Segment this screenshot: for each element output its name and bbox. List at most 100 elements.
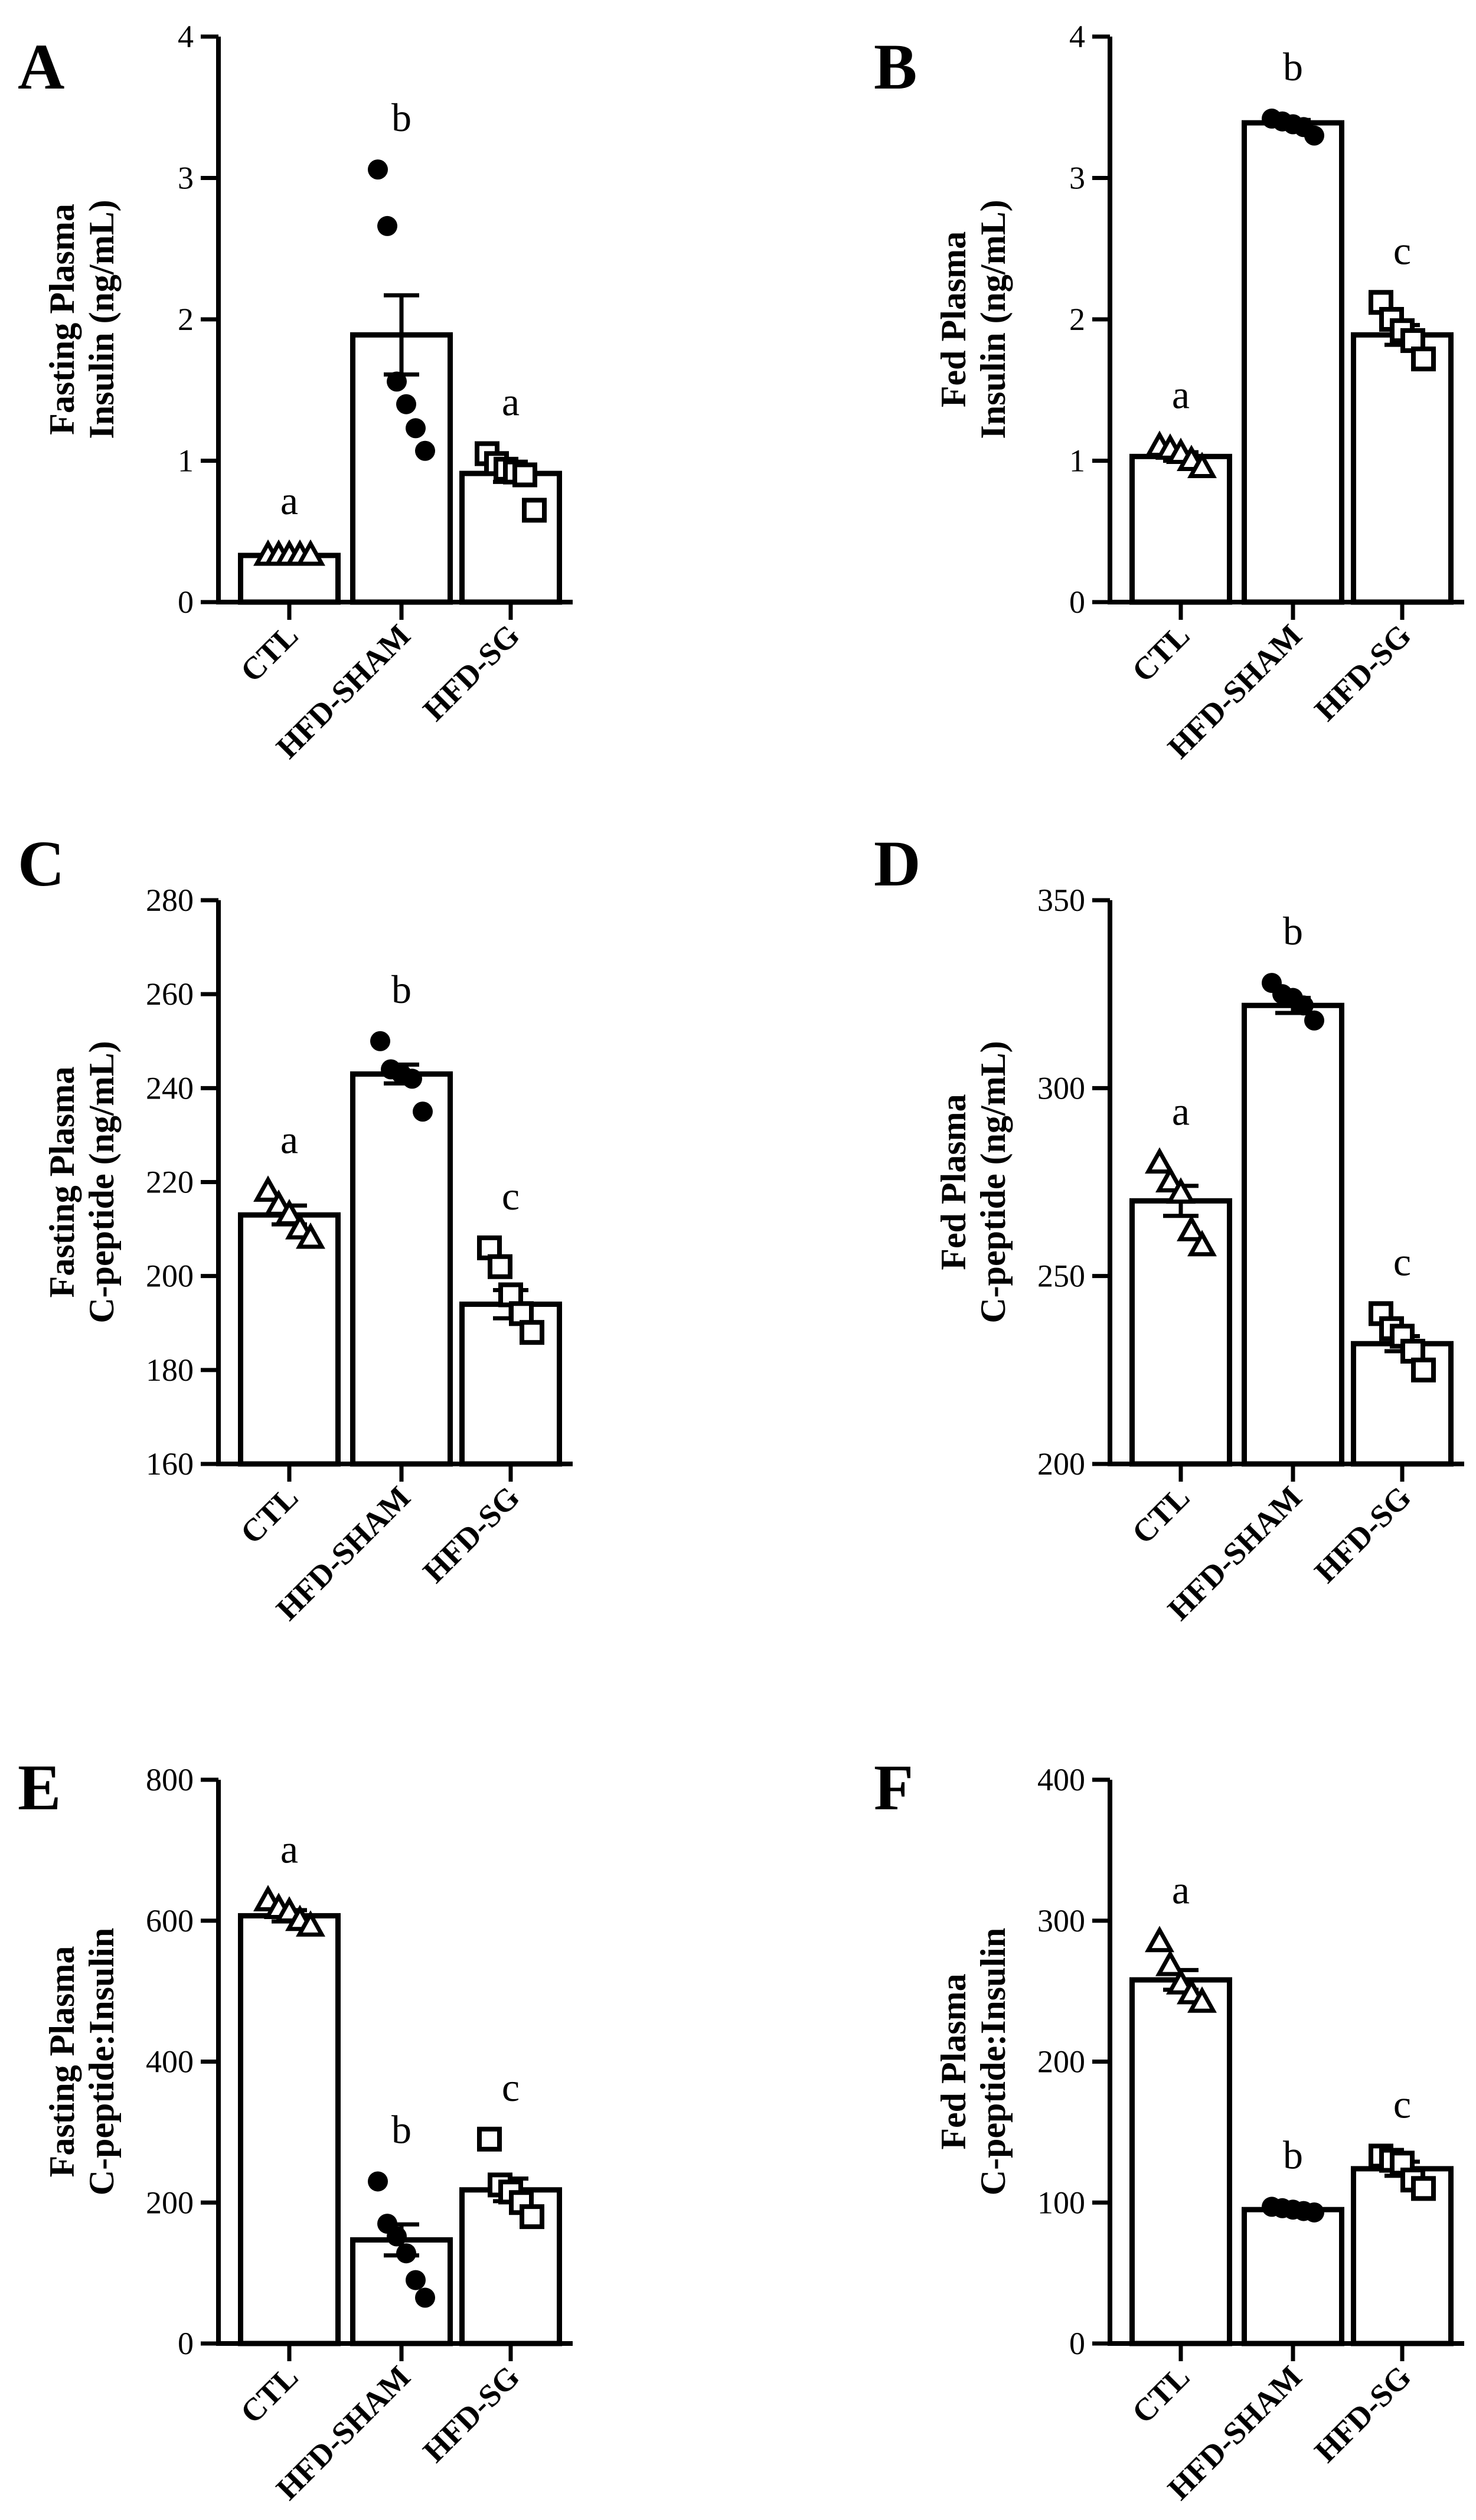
y-tick-label: 4: [1069, 19, 1085, 54]
y-tick-label: 350: [1037, 883, 1085, 918]
data-point-CTL: [1187, 452, 1217, 478]
y-tick-label: 300: [1037, 1903, 1085, 1939]
data-point-CTL: [253, 1175, 283, 1202]
data-point-CTL: [1145, 1926, 1174, 1953]
y-tick-label: 0: [178, 584, 194, 620]
y-axis-label: C-peptide (ng/mL): [974, 1041, 1013, 1323]
data-point-HFD-SHAM: [406, 418, 426, 439]
significance-label: c: [1393, 2081, 1411, 2126]
y-tick-label: 300: [1037, 1070, 1085, 1106]
y-tick-label: 200: [1037, 2044, 1085, 2080]
data-point-CTL: [275, 1199, 304, 1225]
y-axis-label: C-peptide (ng/mL): [82, 1041, 121, 1323]
significance-label: a: [502, 380, 520, 424]
data-point-HFD-SHAM: [377, 215, 397, 236]
y-axis-label: Fed Plasma: [934, 1094, 973, 1270]
y-tick-label: 0: [178, 2326, 194, 2361]
data-point-CTL: [296, 1910, 325, 1937]
y-tick-label: 2: [178, 302, 194, 337]
y-tick-label: 0: [1069, 2326, 1085, 2361]
chart-panel-A: A Fasting Plasma Insulin (ng/mL) 0 1 2 3 4 a CTL b…: [18, 19, 573, 765]
chart-panel-C: C Fasting Plasma C-peptide (ng/mL) 160 180 20…: [18, 828, 573, 1627]
data-point-HFD-SHAM: [387, 2226, 407, 2247]
chart-panel-B: B Fed Plasma Insulin (ng/mL) 0 1 2 3 4 a CTL b HFD-…: [874, 19, 1464, 765]
y-axis-label: Fasting Plasma: [43, 1067, 81, 1298]
data-point-HFD-SG: [477, 2126, 502, 2152]
data-point-HFD-SHAM: [1294, 995, 1314, 1016]
data-point-HFD-SHAM: [415, 2287, 435, 2308]
data-point-HFD-SHAM: [415, 440, 435, 461]
bar-HFD-SHAM: [1242, 1002, 1344, 1467]
y-axis-label: Insulin (ng/mL): [974, 200, 1013, 439]
data-point-CTL: [1145, 1147, 1174, 1174]
bar-HFD-SG: [1351, 332, 1454, 605]
data-point-HFD-SG: [488, 1254, 512, 1279]
y-tick-label: 600: [146, 1903, 194, 1939]
y-tick-label: 4: [178, 19, 194, 54]
data-point-HFD-SHAM: [1304, 125, 1324, 146]
x-tick-label: HFD-SG: [416, 1479, 527, 1590]
y-axis-label: C-peptide:Insulin: [974, 1928, 1013, 2195]
data-point-HFD-SHAM: [387, 371, 407, 392]
y-tick-label: 2: [1069, 302, 1085, 337]
y-tick-label: 3: [178, 161, 194, 196]
y-tick-label: 200: [1037, 1446, 1085, 1482]
y-tick-label: 3: [1069, 161, 1085, 196]
significance-label: b: [391, 2107, 412, 2152]
y-tick-label: 240: [146, 1070, 194, 1106]
data-point-HFD-SHAM: [413, 1102, 433, 1122]
data-point-HFD-SHAM: [402, 1068, 422, 1089]
panel-letter: E: [18, 1751, 61, 1823]
significance-label: b: [391, 95, 412, 140]
data-point-HFD-SHAM: [368, 159, 388, 180]
y-tick-label: 160: [146, 1446, 194, 1482]
significance-label: c: [502, 2065, 520, 2110]
y-axis-label: Fasting Plasma: [43, 1946, 81, 2178]
y-tick-label: 180: [146, 1352, 194, 1388]
data-point-CTL: [1177, 1215, 1206, 1241]
data-point-CTL: [1155, 1949, 1185, 1976]
panel-letter: C: [18, 828, 64, 900]
significance-label: b: [1283, 908, 1303, 953]
data-point-HFD-SG: [1411, 1357, 1436, 1382]
x-tick-label: HFD-SG: [1308, 617, 1418, 728]
bar-CTL: [1129, 1977, 1232, 2346]
panel-letter: F: [874, 1751, 913, 1823]
significance-label: a: [280, 1826, 298, 1871]
y-tick-label: 800: [146, 1762, 194, 1797]
x-tick-label: HFD-SG: [416, 617, 527, 728]
panel-letter: D: [874, 828, 920, 900]
y-tick-label: 0: [1069, 584, 1085, 620]
significance-label: b: [391, 967, 412, 1012]
y-axis-label: Fed Plasma: [934, 231, 973, 407]
data-point-HFD-SHAM: [406, 2270, 426, 2290]
y-tick-label: 400: [146, 2044, 194, 2080]
bar-HFD-SHAM: [1242, 120, 1344, 605]
bar-HFD-SG: [459, 1301, 562, 1467]
data-point-HFD-SHAM: [368, 2171, 388, 2192]
data-point-HFD-SHAM: [1304, 1010, 1324, 1031]
chart-panel-F: F Fed Plasma C-peptide:Insulin 0 100 200 300 40…: [874, 1751, 1464, 2506]
x-tick-label: HFD-SG: [416, 2359, 527, 2469]
panel-letter: B: [874, 31, 917, 103]
y-tick-label: 200: [146, 1259, 194, 1294]
y-axis-label: Fed Plasma: [934, 1973, 973, 2149]
significance-label: c: [502, 1174, 520, 1218]
data-point-HFD-SHAM: [396, 2243, 416, 2264]
significance-label: a: [280, 1117, 298, 1162]
x-tick-label: CTL: [234, 2359, 305, 2430]
chart-panel-D: D Fed Plasma C-peptide (ng/mL) 200 250 300 350…: [874, 828, 1464, 1627]
significance-label: b: [1283, 2132, 1303, 2177]
data-point-HFD-SG: [1411, 347, 1436, 372]
data-point-HFD-SHAM: [370, 1031, 390, 1051]
significance-label: b: [1283, 44, 1303, 89]
y-tick-label: 260: [146, 976, 194, 1012]
data-point-CTL: [296, 539, 325, 566]
x-tick-label: CTL: [234, 1479, 305, 1551]
y-axis-label: Fasting Plasma: [43, 204, 81, 435]
y-tick-label: 1: [1069, 443, 1085, 479]
x-tick-label: HFD-SG: [1308, 2359, 1418, 2469]
y-axis-label: C-peptide:Insulin: [82, 1928, 121, 2195]
bar-HFD-SG: [1351, 2166, 1454, 2346]
